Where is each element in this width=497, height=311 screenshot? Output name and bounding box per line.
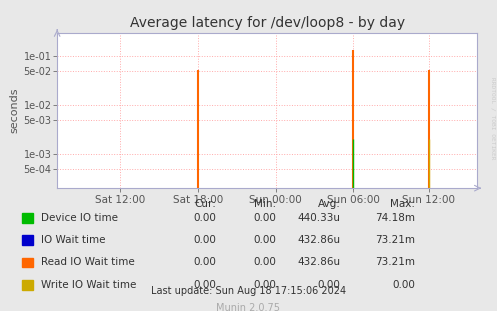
Text: 0.00: 0.00 bbox=[193, 235, 216, 245]
Text: 73.21m: 73.21m bbox=[375, 235, 415, 245]
Text: Munin 2.0.75: Munin 2.0.75 bbox=[217, 303, 280, 311]
Text: 74.18m: 74.18m bbox=[375, 213, 415, 223]
Text: Avg:: Avg: bbox=[318, 199, 340, 209]
Text: Last update: Sun Aug 18 17:15:06 2024: Last update: Sun Aug 18 17:15:06 2024 bbox=[151, 286, 346, 296]
Text: 0.00: 0.00 bbox=[193, 213, 216, 223]
Text: Device IO time: Device IO time bbox=[41, 213, 118, 223]
Text: Cur:: Cur: bbox=[194, 199, 216, 209]
Text: 73.21m: 73.21m bbox=[375, 258, 415, 267]
Y-axis label: seconds: seconds bbox=[9, 88, 19, 133]
Text: 432.86u: 432.86u bbox=[297, 235, 340, 245]
Text: 440.33u: 440.33u bbox=[297, 213, 340, 223]
Text: 0.00: 0.00 bbox=[318, 280, 340, 290]
Text: Max:: Max: bbox=[390, 199, 415, 209]
Text: 0.00: 0.00 bbox=[392, 280, 415, 290]
Text: 0.00: 0.00 bbox=[193, 280, 216, 290]
Text: 432.86u: 432.86u bbox=[297, 258, 340, 267]
Text: IO Wait time: IO Wait time bbox=[41, 235, 105, 245]
Text: 0.00: 0.00 bbox=[253, 258, 276, 267]
Text: Min:: Min: bbox=[253, 199, 276, 209]
Text: 0.00: 0.00 bbox=[253, 280, 276, 290]
Text: 0.00: 0.00 bbox=[253, 235, 276, 245]
Text: 0.00: 0.00 bbox=[253, 213, 276, 223]
Text: 0.00: 0.00 bbox=[193, 258, 216, 267]
Title: Average latency for /dev/loop8 - by day: Average latency for /dev/loop8 - by day bbox=[130, 16, 405, 30]
Text: Read IO Wait time: Read IO Wait time bbox=[41, 258, 135, 267]
Text: Write IO Wait time: Write IO Wait time bbox=[41, 280, 136, 290]
Text: RRDTOOL / TOBI OETIKER: RRDTOOL / TOBI OETIKER bbox=[491, 77, 496, 160]
